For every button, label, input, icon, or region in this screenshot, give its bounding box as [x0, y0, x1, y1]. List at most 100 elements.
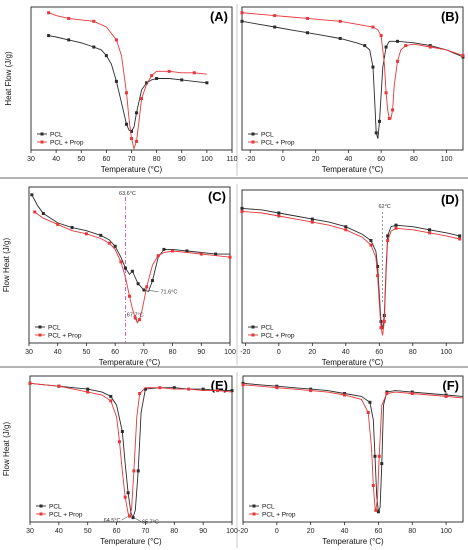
data-point	[86, 390, 90, 394]
data-point	[241, 383, 245, 387]
x-tick-label: 60	[375, 349, 383, 356]
data-point	[387, 117, 391, 121]
panel-label: (B)	[441, 9, 459, 24]
data-point	[428, 45, 432, 49]
data-point	[444, 394, 448, 398]
series-pcl-prop	[240, 11, 465, 121]
data-point	[344, 225, 348, 229]
series-line	[242, 382, 464, 512]
data-point	[113, 244, 117, 248]
data-point	[214, 252, 218, 256]
x-tick-label: 30	[27, 156, 35, 163]
data-point	[84, 232, 88, 236]
series-pcl-prop	[33, 210, 232, 324]
data-point	[92, 19, 96, 23]
annotation-pointer	[121, 515, 129, 521]
data-point	[130, 137, 133, 141]
data-point	[145, 81, 149, 85]
data-point	[128, 294, 131, 298]
x-tick-label: 40	[55, 528, 63, 535]
x-tick-label: 80	[170, 528, 178, 535]
x-tick-label: 20	[312, 156, 320, 163]
data-point	[192, 71, 196, 75]
x-tick-label: 80	[410, 156, 418, 163]
data-point	[376, 265, 380, 268]
data-point	[310, 220, 314, 224]
panel-b: (B) -20 0 20 40 60 80 100 Temperature (°C) PCLPCL…	[240, 6, 465, 174]
x-tick-label: 100	[226, 528, 238, 535]
data-point	[180, 78, 184, 82]
legend-entry: PCL + Prop	[49, 511, 83, 518]
series-pcl-prop	[47, 11, 207, 151]
data-point	[47, 11, 51, 15]
panel-label: (F)	[442, 378, 459, 393]
x-axis-title: Temperature (°C)	[322, 537, 384, 546]
data-point	[187, 387, 191, 391]
x-tick-label: 20	[308, 349, 316, 356]
data-point	[201, 387, 205, 391]
x-tick-label: 100	[440, 528, 452, 535]
data-point	[155, 77, 159, 80]
panel-label: (E)	[211, 378, 228, 393]
data-point	[70, 226, 74, 230]
data-point	[99, 233, 103, 237]
x-tick-label: 30	[26, 528, 34, 535]
data-point	[172, 386, 176, 390]
x-axis-title: Temperature (°C)	[99, 358, 161, 367]
legend-swatch-marker	[39, 504, 43, 508]
x-tick-label: 100	[440, 349, 452, 356]
annotation-pointer	[148, 290, 159, 292]
data-point	[384, 91, 388, 95]
data-point	[391, 108, 395, 112]
legend-entry: PCL + Prop	[261, 332, 295, 339]
data-point	[199, 252, 203, 256]
data-point	[410, 392, 414, 396]
legend-swatch-marker	[38, 325, 42, 329]
legend-entry: PCL + Prop	[262, 511, 296, 518]
plot-frame	[241, 189, 464, 344]
x-tick-label: 40	[342, 349, 350, 356]
data-point	[140, 97, 144, 101]
data-point	[374, 508, 378, 512]
x-axis-title: Temperature (°C)	[101, 165, 163, 174]
data-point	[275, 386, 279, 390]
data-point	[376, 510, 380, 514]
data-point	[310, 217, 314, 221]
data-point	[363, 44, 367, 48]
legend-entry: PCL	[48, 324, 61, 331]
data-point	[240, 11, 244, 15]
data-point	[309, 389, 313, 393]
series-line	[241, 20, 464, 139]
data-point	[428, 228, 432, 232]
x-tick-label: 90	[197, 349, 205, 356]
data-point	[366, 411, 370, 414]
panel-f: (F) -20 0 20 40 60 80 100 Temperature (°C) PCLPCL…	[238, 375, 464, 546]
data-point	[396, 59, 400, 63]
series-line	[48, 12, 207, 151]
data-point	[228, 255, 232, 259]
x-tick-label: 0	[281, 156, 285, 163]
y-axis-title: Heat Flow (J/g)	[4, 51, 13, 106]
legend-entry: PCL	[49, 503, 62, 510]
data-point	[132, 469, 136, 473]
series-line	[29, 382, 233, 518]
data-point	[379, 326, 383, 330]
data-point	[205, 81, 209, 85]
x-tick-label: 70	[142, 528, 150, 535]
data-point	[47, 34, 51, 38]
data-point	[67, 16, 71, 20]
series-pcl	[240, 206, 462, 330]
series-line	[34, 211, 231, 324]
x-tick-label: 70	[140, 349, 148, 356]
series-line	[48, 35, 207, 133]
data-point	[124, 91, 128, 95]
data-point	[382, 320, 386, 324]
x-tick-label: 80	[408, 528, 416, 535]
x-tick-label: 30	[25, 349, 33, 356]
data-point	[371, 65, 375, 69]
y-axis-title: Flow Heat (J/g)	[2, 238, 11, 293]
series-pcl	[241, 381, 464, 514]
annotation-label: 62°C	[378, 204, 390, 210]
data-point	[386, 234, 390, 238]
